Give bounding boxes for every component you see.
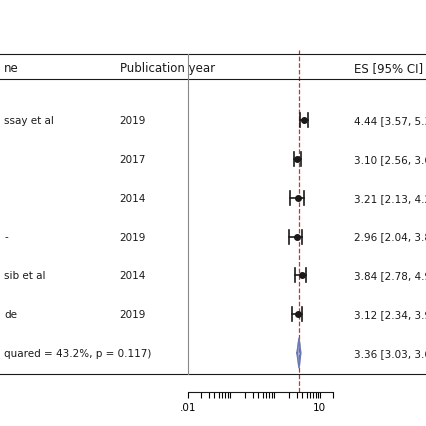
Text: ssay et al: ssay et al [4,116,54,126]
Text: 4.44 [3.57, 5.31]: 4.44 [3.57, 5.31] [354,116,426,126]
Text: ne: ne [4,62,19,75]
Text: 2014: 2014 [119,193,146,203]
Text: 3.21 [2.13, 4.29]: 3.21 [2.13, 4.29] [354,193,426,203]
Text: 2017: 2017 [119,155,146,164]
Text: de: de [4,309,17,320]
Text: 2014: 2014 [119,271,146,281]
Text: sib et al: sib et al [4,271,46,281]
Text: 3.36 [3.03, 3.69]: 3.36 [3.03, 3.69] [354,348,426,358]
Text: Publication year: Publication year [119,62,214,75]
Text: 2019: 2019 [119,232,146,242]
Text: 2019: 2019 [119,116,146,126]
Text: quared = 43.2%, p = 0.117): quared = 43.2%, p = 0.117) [4,348,151,358]
Text: 2019: 2019 [119,309,146,320]
Polygon shape [296,339,300,368]
Text: 3.12 [2.34, 3.90]: 3.12 [2.34, 3.90] [354,309,426,320]
Text: ES [95% CI]: ES [95% CI] [354,62,423,75]
Text: -: - [4,232,8,242]
Text: 2.96 [2.04, 3.88]: 2.96 [2.04, 3.88] [354,232,426,242]
Text: 3.10 [2.56, 3.64]: 3.10 [2.56, 3.64] [354,155,426,164]
Text: 3.84 [2.78, 4.90]: 3.84 [2.78, 4.90] [354,271,426,281]
